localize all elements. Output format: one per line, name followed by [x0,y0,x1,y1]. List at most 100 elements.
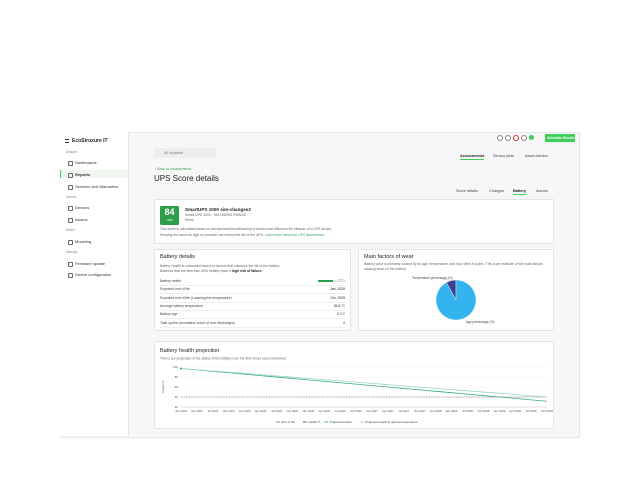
projection-card: Battery health projection This is our pro… [154,341,554,429]
learn-more-link[interactable]: Learn more about the UPS assessment. [264,233,326,237]
page-tab[interactable]: Changes [489,189,505,193]
x-tick-label: Oct 2028 [477,409,489,413]
header-tab[interactable]: Sensor plots [493,154,515,158]
nav-item[interactable]: Firmware update [75,261,106,266]
x-tick-label: Jan 2028 [430,409,442,413]
legend-item[interactable]: End of life [276,420,295,424]
nav-icon [68,273,73,278]
nav-icon [68,161,73,166]
nav-item[interactable]: Devices [75,205,90,210]
y-tick-label: 80 [175,375,179,379]
slice-label: Age percentage (%) [466,320,494,324]
pie-slice [435,279,477,321]
legend-item[interactable]: Health % [302,420,321,424]
x-tick-label: Oct 2027 [414,409,426,413]
x-tick-label: Jan 2029 [493,409,505,413]
row-value: Jan, 2029 [330,287,345,292]
row-divider [160,285,345,286]
card-description: Batteries that are less than 30% healthy… [160,269,262,273]
x-tick-label: Oct 2026 [350,409,362,413]
icon-button[interactable] [497,135,503,141]
toolbar-icons [497,135,539,141]
nav-item[interactable]: Services and Warranties [75,184,119,189]
nav-icon [68,185,73,190]
y-axis-label: Health % [161,381,165,394]
nav-item[interactable]: Modeling [75,239,92,244]
page-tab[interactable]: Alarms [536,189,548,193]
user-avatar[interactable] [529,135,534,140]
health-bar [318,280,334,282]
nav-icon [68,218,73,223]
brand-name: Schneider Electric [547,136,575,140]
description-text: Keeping the score as high as possible ca… [160,233,264,237]
x-tick-label: Apr 2028 [446,409,458,413]
x-tick-label: Jul 2027 [398,409,409,413]
chart-subtitle: This is our projection of the status of … [160,357,287,361]
x-tick-label: Jul 2024 [207,409,218,413]
row-value: Oct, 2029 [330,295,345,300]
score-badge: 84 /100 [160,206,179,225]
row-divider [160,301,345,303]
header-tab[interactable]: Asset Advisor [525,154,549,158]
score-description: Keeping the score as high as possible ca… [160,233,325,237]
x-tick-label: Apr 2024 [191,409,203,413]
score-card: 84 /100 SmartUPS 1000 sim-changes2 Smart… [154,199,554,244]
x-tick-label: Jan 2025 [239,409,251,413]
nav-icon [68,262,73,267]
y-tick-label: 60 [175,385,179,389]
brand-logo: Schneider Electric [545,134,575,142]
y-tick-label: 20 [175,405,179,409]
product-logo: EcoStruxure IT [72,138,108,144]
section-title: Model [66,228,75,232]
x-tick-label: Jan 2026 [302,409,314,413]
chart-title: Battery health projection [160,348,219,354]
legend-label: Projected health at optimal temperature [365,420,418,424]
x-tick-label: Apr 2025 [255,409,267,413]
nav-item[interactable]: Reports [75,172,91,177]
legend-item[interactable]: Projected health [324,420,352,424]
nav-item[interactable]: Dashboards [75,160,97,165]
row-label: Expected end of life [160,287,190,292]
row-divider [160,309,345,311]
back-link[interactable]: ‹ Back to Assessments [155,167,192,171]
legend-item[interactable]: Projected health at optimal temperature [359,420,418,424]
row-value: 26.8 °C [333,303,345,308]
x-tick-label: Apr 2027 [382,409,394,413]
header-tab[interactable]: Assessments [460,154,485,160]
y-tick-label: 40 [175,395,179,399]
location-search[interactable]: All locations [154,148,216,158]
row-value: 0 [343,320,345,325]
x-tick-label: Jul 2029 [526,409,537,413]
wear-card: Main factors of wear Battery wear is pri… [358,249,554,331]
series-line [180,368,548,402]
battery-details-card: Battery details Battery health is calcul… [154,249,351,331]
x-tick-label: Jan 2024 [175,409,187,413]
x-tick-label: Oct 2024 [223,409,235,413]
icon-button[interactable] [521,135,527,141]
nav-item[interactable]: Device configuration [75,272,112,277]
x-tick-label: Apr 2026 [318,409,330,413]
row-value: 0.2 Y [337,312,345,317]
row-label: Average battery temperature [160,303,204,308]
card-description: Battery wear is primarily caused by its … [364,262,543,271]
legend-label: Projected health [330,420,352,424]
x-tick-label: Jan 2027 [366,409,378,413]
x-tick-label: Jul 2026 [335,409,346,413]
nav-active-highlight [60,170,128,178]
menu-icon[interactable] [65,139,69,143]
row-label: Expected end of life (Lowering the tempe… [160,295,232,300]
slice-label: Temperature percentage (%) [412,276,453,280]
icon-button[interactable] [513,135,519,141]
row-divider [160,326,345,328]
icon-button[interactable] [505,135,511,141]
line-chart: Battery health projection This is our pro… [160,348,553,424]
description-text: Batteries that are less than 30% healthy… [160,269,232,273]
card-title: Main factors of wear [364,254,414,260]
score-suffix: /100 [166,218,173,222]
x-tick-label: Oct 2025 [287,409,299,413]
page-tab[interactable]: Battery [513,189,527,195]
nav-item[interactable]: Alarms [75,217,88,222]
page-tab[interactable]: Score details [456,189,478,193]
series-line [180,368,548,398]
score-description: This score is calculated based on anonym… [160,227,333,231]
